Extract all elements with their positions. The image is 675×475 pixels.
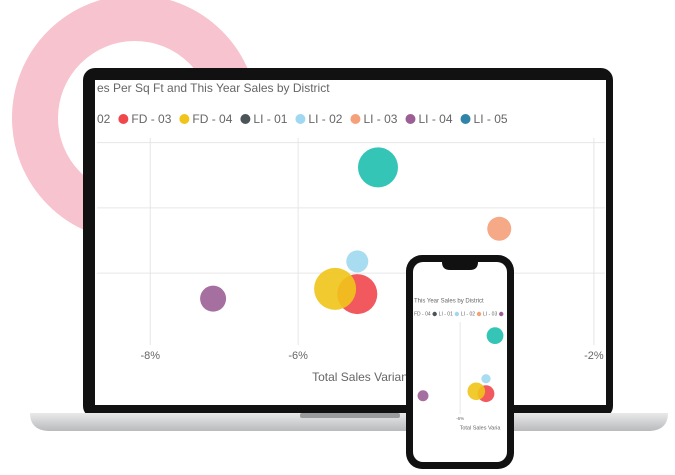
phone-x-label: Total Sales Varia xyxy=(460,425,502,431)
bubble xyxy=(481,374,491,384)
bubble xyxy=(487,216,512,241)
phone-legend-swatch xyxy=(476,311,482,317)
bubble xyxy=(314,267,357,310)
x-tick-label: -2% xyxy=(584,350,604,362)
legend-label: LI - 04 xyxy=(418,112,452,126)
legend-label: 02 xyxy=(97,112,111,126)
bubble xyxy=(200,285,227,312)
x-tick-label: -6% xyxy=(288,350,308,362)
legend-swatch xyxy=(118,114,129,124)
x-tick-label: -8% xyxy=(140,350,160,362)
legend-label: LI - 01 xyxy=(253,112,287,126)
legend-swatch xyxy=(460,114,471,124)
legend-label: FD - 03 xyxy=(131,112,171,126)
phone-legend-label: LI - 03 xyxy=(483,311,497,317)
bubble xyxy=(357,147,398,188)
laptop-chart: es Per Sq Ft and This Year Sales by Dist… xyxy=(97,81,605,384)
phone-legend-swatch xyxy=(499,311,504,317)
phone-legend-label: LI - 01 xyxy=(439,311,453,317)
chart-title: es Per Sq Ft and This Year Sales by Dist… xyxy=(97,81,330,95)
bubble xyxy=(346,250,369,273)
phone-chart: This Year Sales by District Total Sales … xyxy=(414,299,504,431)
legend-swatch xyxy=(179,114,190,124)
phone-legend-label: LI - 02 xyxy=(461,311,475,317)
x-axis-label: Total Sales Varian xyxy=(312,370,408,384)
phone-x-tick-label: -6% xyxy=(456,416,464,421)
laptop-screen xyxy=(95,80,606,405)
legend-label: FD - 04 xyxy=(192,112,232,126)
legend-swatch xyxy=(295,114,306,124)
laptop-notch xyxy=(300,413,400,418)
legend-label: LI - 02 xyxy=(308,112,342,126)
bubble xyxy=(417,390,429,402)
bubble xyxy=(467,382,486,401)
legend-swatch xyxy=(240,114,251,124)
phone-legend-swatch xyxy=(454,311,460,317)
phone-legend-swatch xyxy=(432,311,437,317)
legend-label: LI - 05 xyxy=(474,112,508,126)
phone-legend-label: FD - 04 xyxy=(414,311,431,317)
legend-label: LI - 03 xyxy=(363,112,397,126)
phone-title: This Year Sales by District xyxy=(414,299,484,305)
phone-notch xyxy=(442,262,478,270)
legend-swatch xyxy=(405,114,416,124)
legend-swatch xyxy=(350,114,361,124)
bubble xyxy=(486,327,504,345)
